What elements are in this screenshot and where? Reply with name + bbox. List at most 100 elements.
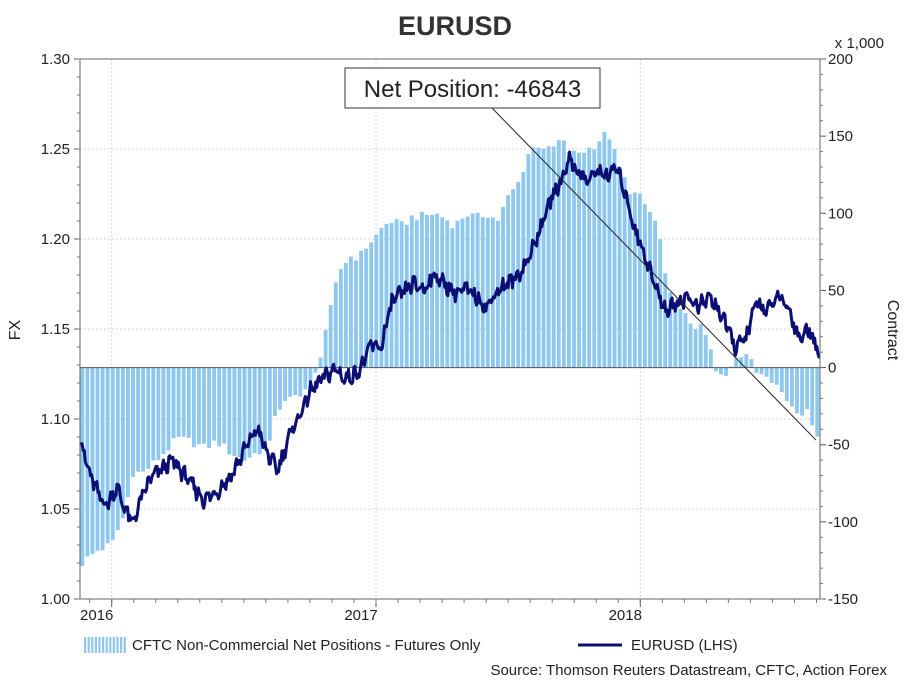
cftc-bar [141,367,146,472]
left-tick-label: 1.20 [41,231,70,248]
callout-box [344,67,601,109]
cftc-bar [425,215,429,368]
cftc-bar [561,140,566,368]
right-tick-label: 200 [828,51,853,68]
cftc-bar [80,367,85,566]
cftc-bar [698,324,703,368]
cftc-bar [703,334,708,368]
chart-title: EURUSD [398,11,512,41]
cftc-bar [333,282,338,368]
right-tick-label: 50 [828,282,845,299]
right-tick-label: -150 [828,591,858,608]
cftc-bar [668,292,673,368]
cftc-bars [80,131,820,566]
cftc-bar [536,147,541,368]
cftc-bar [627,194,632,368]
right-axis-label: Contract [884,300,901,361]
cftc-bar [237,367,242,458]
cftc-bar [308,367,313,382]
cftc-bar [166,367,171,451]
cftc-bar [181,367,186,437]
cftc-bar [313,367,318,373]
net-position-annotation: Net Position: -46843 [364,76,581,103]
cftc-bar [136,367,141,472]
cftc-bar [349,256,353,368]
cftc-bar [597,141,602,368]
cftc-bar [227,367,232,455]
cftc-bar [648,211,652,368]
cftc-bar [328,305,333,368]
right-axis-ticks: -150 -100 -50 0 50 100 150 200 [820,51,858,608]
cftc-bar [100,367,105,551]
cftc-bar [257,367,262,455]
cftc-bar [754,367,759,374]
cftc-bar [673,311,678,368]
cftc-bar [572,150,576,368]
cftc-bar [795,367,799,414]
cftc-bar [384,223,389,368]
left-axis-label: FX [7,319,24,340]
cftc-bar [566,152,571,368]
cftc-bar [800,367,804,416]
callout-pointer [491,107,817,441]
cftc-bar [541,148,546,368]
cftc-bar [338,269,343,368]
cftc-bar [242,367,247,461]
left-tick-label: 1.10 [41,411,70,428]
cftc-bar [744,354,749,368]
cftc-bar [273,367,277,416]
cftc-bar [374,234,379,368]
cftc-bar [643,204,647,368]
legend-swatch-stripe [87,637,90,653]
cftc-bar [724,367,728,376]
cftc-bar [278,367,282,410]
cftc-bar [612,149,617,368]
cftc-bar [303,367,308,390]
right-tick-label: 150 [828,128,853,145]
cftc-bar [815,367,820,437]
left-axis-ticks: 1.00 1.05 1.10 1.15 1.20 1.25 1.30 [41,51,80,608]
cftc-bar [283,367,288,402]
cftc-bar [262,367,267,447]
cftc-bar [85,367,90,557]
cftc-bar [810,367,815,426]
cftc-bar [805,367,810,409]
legend-swatch-stripe [116,637,119,653]
right-tick-label: 100 [828,205,853,222]
cftc-bar [90,367,95,554]
cftc-bar [171,367,176,439]
cftc-bar [632,192,637,368]
cftc-bar [126,367,130,498]
cftc-bar [354,260,358,368]
eurusd-line [79,150,821,523]
source-note: Source: Thomson Reuters Datastream, CFTC… [490,662,887,679]
cftc-bar [653,220,658,368]
cftc-bar [637,193,642,368]
cftc-bar [678,308,683,368]
cftc-bar [247,367,252,458]
x-tick-label: 2017 [344,607,377,624]
cftc-bar [343,262,348,368]
legend-swatch-stripe [105,637,108,653]
legend-swatch-stripe [120,637,123,653]
cftc-bar [693,329,698,368]
cftc-bar [222,367,227,444]
cftc-bar [232,367,237,457]
legend-swatch-stripe [112,637,115,653]
cftc-bar [414,220,419,368]
cftc-bar [359,250,364,368]
cftc-bar [551,146,556,368]
cftc-bar [110,367,115,540]
cftc-bar [430,214,434,368]
cftc-bar [784,367,789,402]
cftc-bar [288,367,293,397]
cftc-bar [602,131,607,368]
cftc-bar [739,357,744,368]
cftc-bar [688,323,693,368]
legend-swatch-stripe [94,637,97,653]
legend-bars-label: CFTC Non-Commercial Net Positions - Futu… [132,637,481,654]
cftc-bar [217,367,222,447]
x-tick-label: 2018 [609,607,642,624]
cftc-bar [191,367,196,448]
